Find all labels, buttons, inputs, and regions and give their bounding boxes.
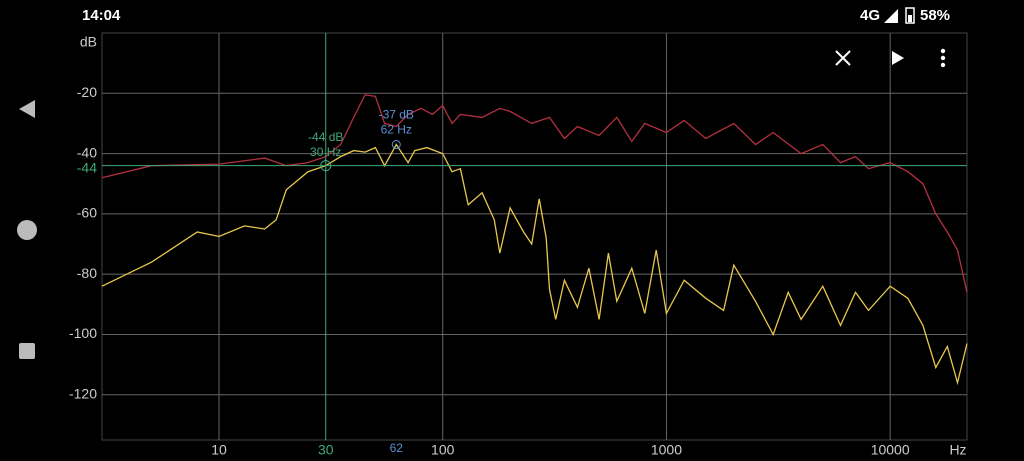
recents-button[interactable] — [19, 343, 35, 359]
close-button[interactable] — [835, 50, 851, 66]
y-tick-label: -40 — [77, 144, 97, 160]
plot-frame — [101, 32, 968, 441]
x-tick-label: 100 — [431, 442, 455, 458]
play-button[interactable] — [892, 51, 904, 65]
peak-marker — [391, 140, 401, 150]
clock: 14:04 — [82, 7, 121, 24]
cursor-x-label: 30 — [318, 442, 334, 458]
battery-fill — [908, 15, 912, 22]
y-tick-label: -100 — [69, 325, 97, 341]
x-unit: Hz — [949, 442, 966, 458]
marker-x-label: 62 — [390, 441, 404, 455]
y-unit: dB — [80, 34, 97, 50]
y-tick-label: -20 — [77, 84, 97, 100]
x-tick-label: 10 — [211, 442, 227, 458]
cursor-label: 30 Hz — [310, 145, 341, 159]
battery-icon — [905, 7, 915, 24]
menu-button[interactable] — [940, 48, 946, 68]
cursor-label: -44 dB — [308, 130, 343, 144]
spectrum-line — [101, 143, 968, 386]
battery-level: 58% — [920, 7, 950, 24]
y-tick-label: -60 — [77, 205, 97, 221]
marker-label: 62 Hz — [381, 123, 412, 137]
cursor-point — [320, 160, 332, 172]
plot: -20 -40 -60 -80 -100 -120 10 100 1000 10000 dB Hz 30… — [69, 32, 968, 458]
x-tick-label: 1000 — [651, 442, 682, 458]
home-button[interactable] — [17, 220, 37, 240]
cursor-y-label: -44 — [77, 159, 97, 175]
back-button[interactable] — [19, 100, 35, 118]
marker-label: -37 dB — [379, 108, 414, 122]
x-tick-label: 10000 — [871, 442, 910, 458]
y-tick-label: -120 — [69, 385, 97, 401]
network: 4G — [860, 7, 880, 24]
signal-icon — [884, 9, 898, 23]
y-tick-label: -80 — [77, 265, 97, 281]
spectrum-line — [101, 94, 968, 293]
